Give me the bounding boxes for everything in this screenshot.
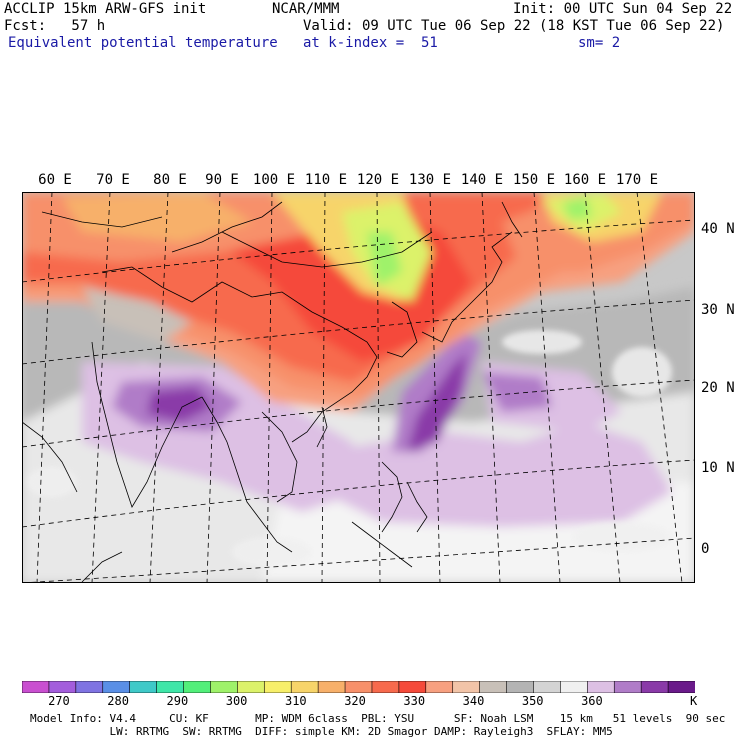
forecast-hour: Fcst: 57 h <box>4 18 106 34</box>
colorbar-cell <box>452 681 481 693</box>
colorbar-cell <box>613 681 642 693</box>
colorbar-cell <box>398 681 427 693</box>
coastlines <box>22 201 523 583</box>
colorbar-cell <box>22 681 50 693</box>
model-info-line1: Model Info: V4.4 CU: KF MP: WDM 6class P… <box>30 712 726 725</box>
colorbar-cell <box>560 681 589 693</box>
colorbar-cell <box>317 681 346 693</box>
theta-e-map <box>22 192 695 583</box>
colorbar-tick-label: 290 <box>166 694 189 708</box>
colorbar-cell <box>237 681 266 693</box>
lon-label: 110 E <box>304 172 348 188</box>
colorbar-cell <box>425 681 454 693</box>
graticule <box>22 192 695 583</box>
colorbar-cell <box>533 681 562 693</box>
lon-label: 150 E <box>512 172 556 188</box>
colorbar-tick-label: 320 <box>344 694 366 708</box>
colorbar-cell <box>290 681 319 693</box>
lat-label: 40 N <box>701 221 735 237</box>
colorbar-cell <box>102 681 131 693</box>
colorbar-cell <box>48 681 77 693</box>
lat-label: 10 N <box>701 460 735 476</box>
colorbar-tick-label: 280 <box>107 694 129 708</box>
lon-label: 100 E <box>252 172 296 188</box>
colorbar-cell <box>263 681 292 693</box>
colorbar-cell <box>640 681 669 693</box>
k-index-label: at k-index = 51 <box>303 35 438 51</box>
colorbar <box>22 681 695 693</box>
colorbar-cell <box>479 681 508 693</box>
lon-label: 140 E <box>460 172 504 188</box>
institution-label: NCAR/MMM <box>272 1 340 17</box>
valid-time: Valid: 09 UTC Tue 06 Sep 22 (18 KST Tue … <box>303 18 725 34</box>
colorbar-tick-label: 340 <box>462 694 485 708</box>
lon-label: 160 E <box>563 172 607 188</box>
colorbar-tick-label: 350 <box>521 694 544 708</box>
colorbar-tick-label: 300 <box>225 694 248 708</box>
lon-label: 70 E <box>96 172 130 188</box>
colorbar-cell <box>129 681 158 693</box>
lon-label: 80 E <box>153 172 187 188</box>
lon-label: 120 E <box>356 172 400 188</box>
model-info-line2: LW: RRTMG SW: RRTMG DIFF: simple KM: 2D … <box>30 725 613 738</box>
colorbar-tick-label: 330 <box>403 694 426 708</box>
lon-label: 60 E <box>38 172 72 188</box>
colorbar-tick-label: 310 <box>284 694 307 708</box>
lon-label: 90 E <box>205 172 239 188</box>
colorbar-tick-label: 270 <box>48 694 70 708</box>
colorbar-cell <box>371 681 400 693</box>
colorbar-cell <box>667 681 695 693</box>
colorbar-cell <box>156 681 185 693</box>
smoothing-label: sm= 2 <box>578 35 621 51</box>
colorbar-cell <box>587 681 616 693</box>
colorbar-cell <box>344 681 373 693</box>
lat-label: 0 <box>701 541 710 557</box>
colorbar-unit: K <box>690 694 698 708</box>
field-name: Equivalent potential temperature <box>8 35 278 51</box>
lon-label: 130 E <box>408 172 452 188</box>
lat-label: 20 N <box>701 380 735 396</box>
lat-label: 30 N <box>701 302 735 318</box>
init-time: Init: 00 UTC Sun 04 Sep 22 <box>513 1 733 17</box>
colorbar-cell <box>210 681 239 693</box>
colorbar-cell <box>75 681 104 693</box>
colorbar-cell <box>506 681 535 693</box>
lon-label: 170 E <box>615 172 659 188</box>
colorbar-tick-label: 360 <box>581 694 603 708</box>
colorbar-cell <box>183 681 212 693</box>
model-title: ACCLIP 15km ARW-GFS init <box>4 1 207 17</box>
